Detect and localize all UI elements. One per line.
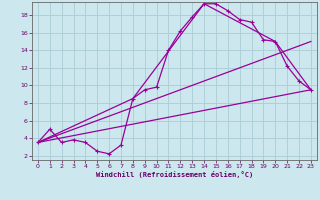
X-axis label: Windchill (Refroidissement éolien,°C): Windchill (Refroidissement éolien,°C) [96, 171, 253, 178]
